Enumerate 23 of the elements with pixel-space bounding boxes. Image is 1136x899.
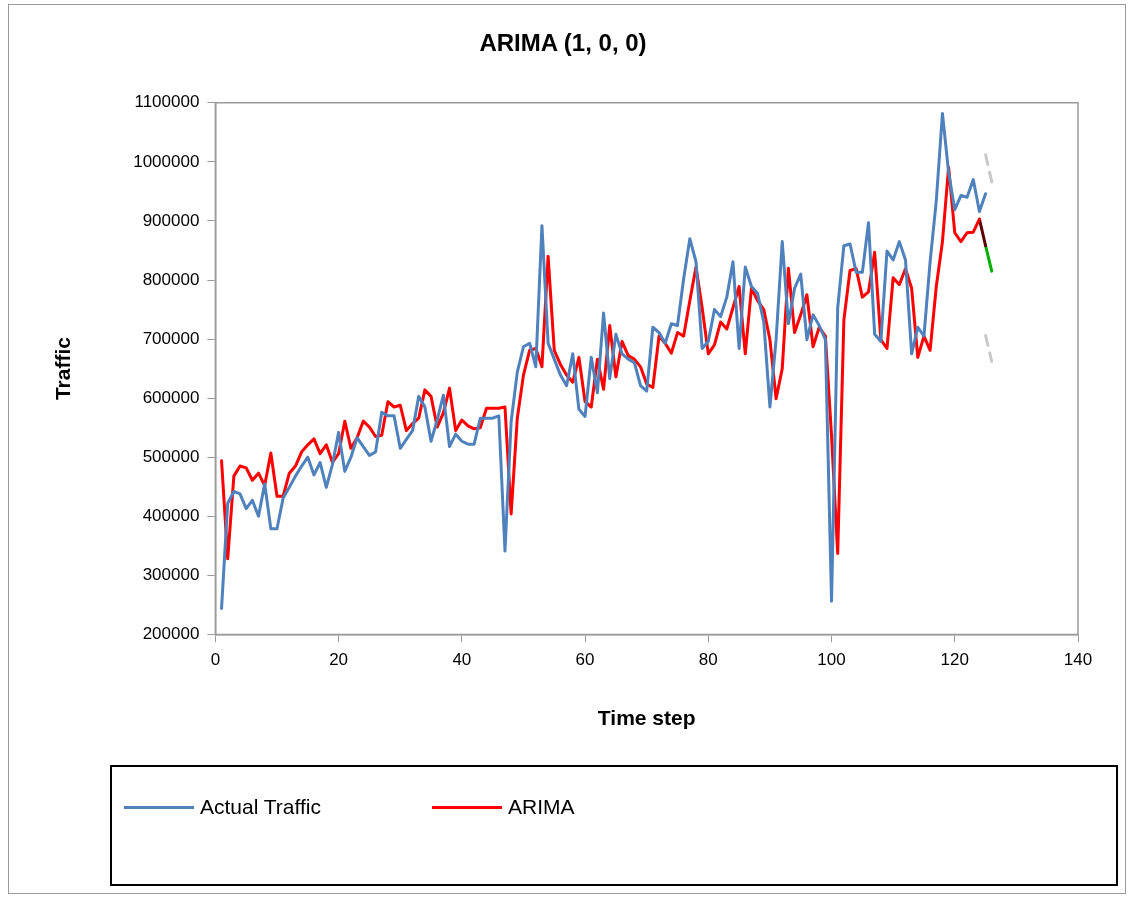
x-tick-label: 0 [210, 650, 221, 670]
y-tick-label: 700000 [142, 328, 200, 348]
y-tick-label: 800000 [142, 269, 200, 289]
x-tick-label: 140 [1063, 650, 1093, 670]
x-axis-title: Time step [597, 706, 696, 730]
x-tick-label: 120 [940, 650, 969, 670]
x-tick-label: 80 [698, 650, 718, 670]
y-tick-label: 300000 [142, 565, 200, 585]
y-tick-label: 200000 [142, 624, 200, 644]
x-tick-label: 60 [575, 650, 595, 670]
y-tick-label: 1100000 [134, 92, 200, 112]
chart-title: ARIMA (1, 0, 0) [479, 29, 647, 57]
legend-label: Actual Traffic [200, 795, 321, 819]
y-tick-label: 500000 [142, 446, 200, 466]
x-tick-label: 20 [329, 650, 349, 670]
legend-label: ARIMA [508, 795, 575, 819]
y-tick-label: 900000 [142, 210, 200, 230]
y-axis-title: Traffic [51, 336, 75, 401]
y-tick-label: 1000000 [133, 151, 200, 171]
y-tick-label: 400000 [142, 505, 200, 525]
x-tick-label: 100 [817, 650, 846, 670]
y-tick-label: 600000 [142, 387, 200, 407]
x-tick-label: 40 [452, 650, 472, 670]
